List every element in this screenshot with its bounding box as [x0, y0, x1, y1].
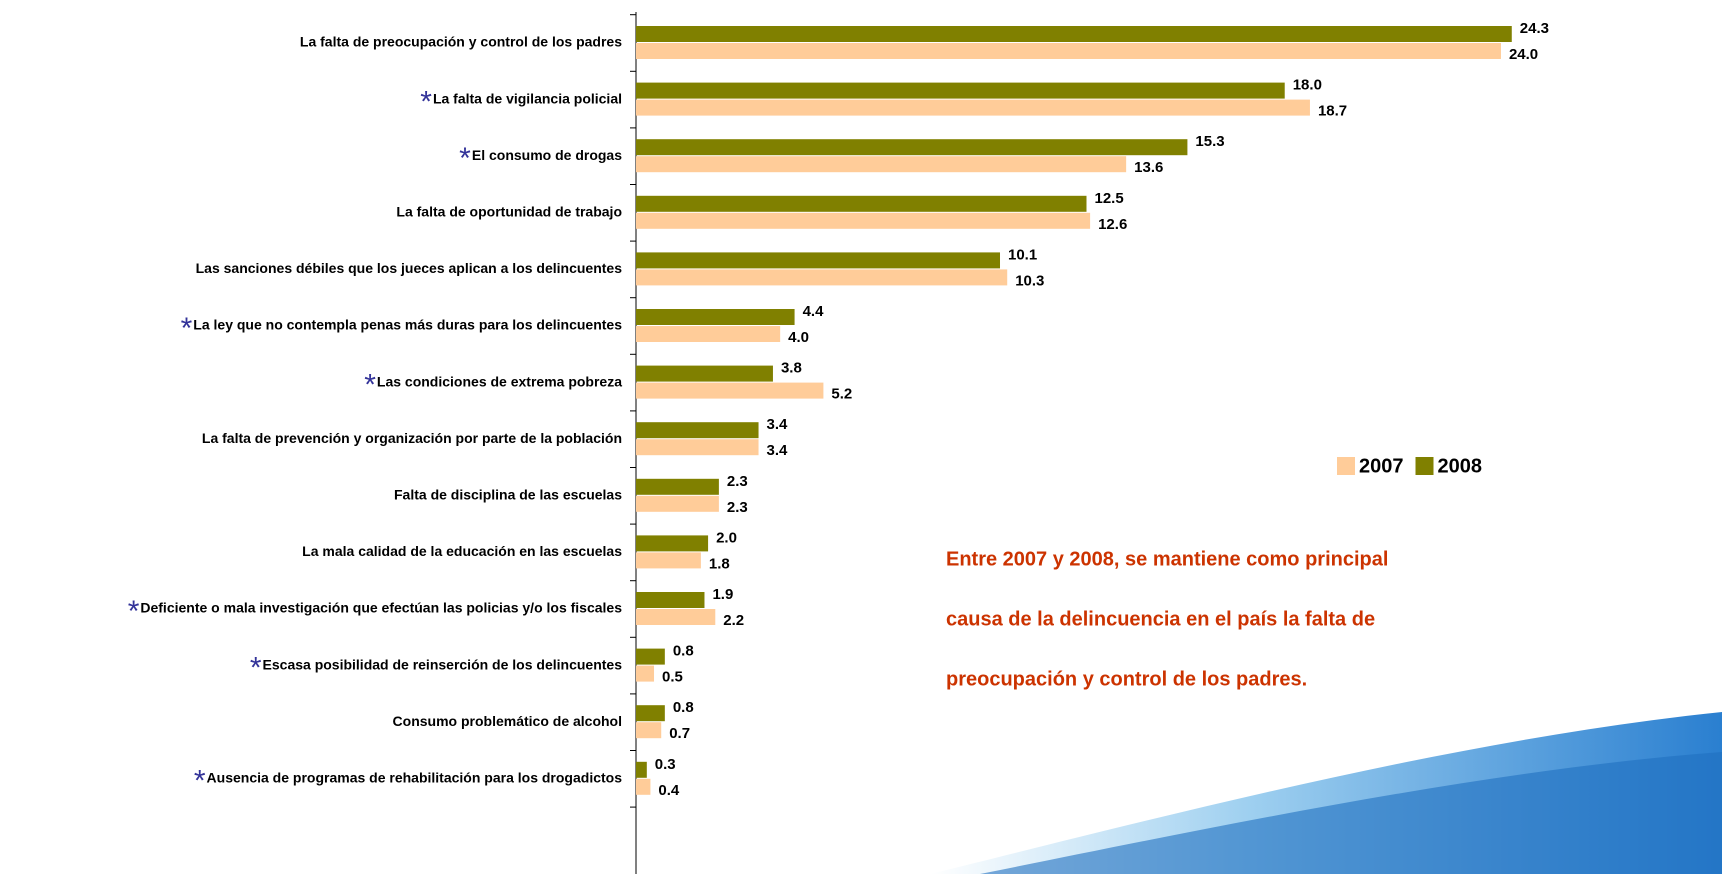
- value-label: 0.4: [658, 782, 680, 799]
- category-label: Las sanciones débiles que los jueces apl…: [196, 260, 623, 276]
- category-label: Escasa posibilidad de reinserción de los…: [263, 656, 623, 672]
- value-label: 15.3: [1195, 133, 1224, 150]
- value-label: 0.8: [673, 643, 694, 660]
- bar: [636, 383, 823, 399]
- value-label: 1.9: [712, 586, 733, 603]
- annotation-line: preocupación y control de los padres.: [946, 668, 1307, 690]
- bar: [636, 705, 665, 721]
- category-label: Ausencia de programas de rehabilitación …: [207, 770, 623, 786]
- bar: [636, 552, 701, 568]
- note-symbol: *: [420, 86, 432, 119]
- value-label: 2.3: [727, 499, 748, 516]
- category-label: La ley que no contempla penas más duras …: [193, 317, 622, 333]
- value-label: 2.3: [727, 473, 748, 490]
- category-label: La falta de vigilancia policial: [433, 90, 622, 106]
- bar: [636, 722, 661, 738]
- value-label: 2.2: [723, 612, 744, 629]
- bar: [636, 535, 708, 551]
- value-label: 4.4: [803, 303, 825, 320]
- bar: [636, 649, 665, 665]
- annotation-line: Entre 2007 y 2008, se mantiene como prin…: [946, 548, 1388, 570]
- bar: [636, 496, 719, 512]
- bar: [636, 609, 715, 625]
- value-label: 10.3: [1015, 272, 1044, 289]
- value-label: 24.3: [1520, 20, 1549, 37]
- bar: [636, 83, 1285, 99]
- note-symbol: *: [128, 595, 140, 628]
- bar: [636, 439, 759, 455]
- value-label: 0.8: [673, 699, 694, 716]
- category-label: Consumo problemático de alcohol: [393, 713, 622, 729]
- bar: [636, 43, 1501, 59]
- bar: [636, 309, 795, 325]
- bar: [636, 100, 1310, 116]
- bar: [636, 269, 1007, 285]
- value-label: 10.1: [1008, 246, 1037, 263]
- note-symbol: *: [459, 142, 471, 175]
- value-label: 13.6: [1134, 159, 1163, 176]
- category-label: Deficiente o mala investigación que efec…: [140, 600, 622, 616]
- legend-label: 2008: [1438, 455, 1483, 477]
- bar: [636, 156, 1126, 172]
- value-label: 3.4: [767, 416, 789, 433]
- category-label: Falta de disciplina de las escuelas: [394, 487, 622, 503]
- note-symbol: *: [364, 369, 376, 402]
- value-label: 2.0: [716, 529, 737, 546]
- value-label: 0.7: [669, 725, 690, 742]
- bar: [636, 779, 650, 795]
- note-symbol: *: [181, 312, 193, 345]
- value-label: 24.0: [1509, 46, 1538, 63]
- bar: [636, 422, 759, 438]
- category-label: La mala calidad de la educación en las e…: [302, 543, 622, 559]
- value-label: 12.5: [1095, 190, 1124, 207]
- category-label: La falta de oportunidad de trabajo: [396, 204, 622, 220]
- note-symbol: *: [194, 765, 206, 798]
- note-symbol: *: [250, 652, 262, 685]
- value-label: 3.8: [781, 360, 802, 377]
- bar: [636, 139, 1187, 155]
- bar: [636, 666, 654, 682]
- value-label: 1.8: [709, 555, 730, 572]
- value-label: 18.0: [1293, 77, 1322, 94]
- bar: [636, 366, 773, 382]
- legend-label: 2007: [1359, 455, 1404, 477]
- bar: [636, 592, 704, 608]
- category-label: Las condiciones de extrema pobreza: [377, 373, 622, 389]
- value-label: 0.5: [662, 669, 683, 686]
- value-label: 4.0: [788, 329, 809, 346]
- bar: [636, 762, 647, 778]
- chart: La falta de preocupación y control de lo…: [0, 0, 1722, 874]
- bar: [636, 213, 1090, 229]
- bar: [636, 252, 1000, 268]
- category-label: El consumo de drogas: [472, 147, 622, 163]
- legend-swatch: [1337, 457, 1355, 475]
- decorative-swoosh: [980, 752, 1722, 874]
- value-label: 12.6: [1098, 216, 1127, 233]
- bar: [636, 479, 719, 495]
- value-label: 18.7: [1318, 103, 1347, 120]
- legend-swatch: [1416, 457, 1434, 475]
- value-label: 0.3: [655, 756, 676, 773]
- category-label: La falta de prevención y organización po…: [202, 430, 622, 446]
- bar: [636, 196, 1087, 212]
- bar: [636, 26, 1512, 42]
- value-label: 5.2: [831, 386, 852, 403]
- annotation-line: causa de la delincuencia en el país la f…: [946, 608, 1375, 630]
- bar: [636, 326, 780, 342]
- category-label: La falta de preocupación y control de lo…: [300, 34, 622, 50]
- value-label: 3.4: [767, 442, 789, 459]
